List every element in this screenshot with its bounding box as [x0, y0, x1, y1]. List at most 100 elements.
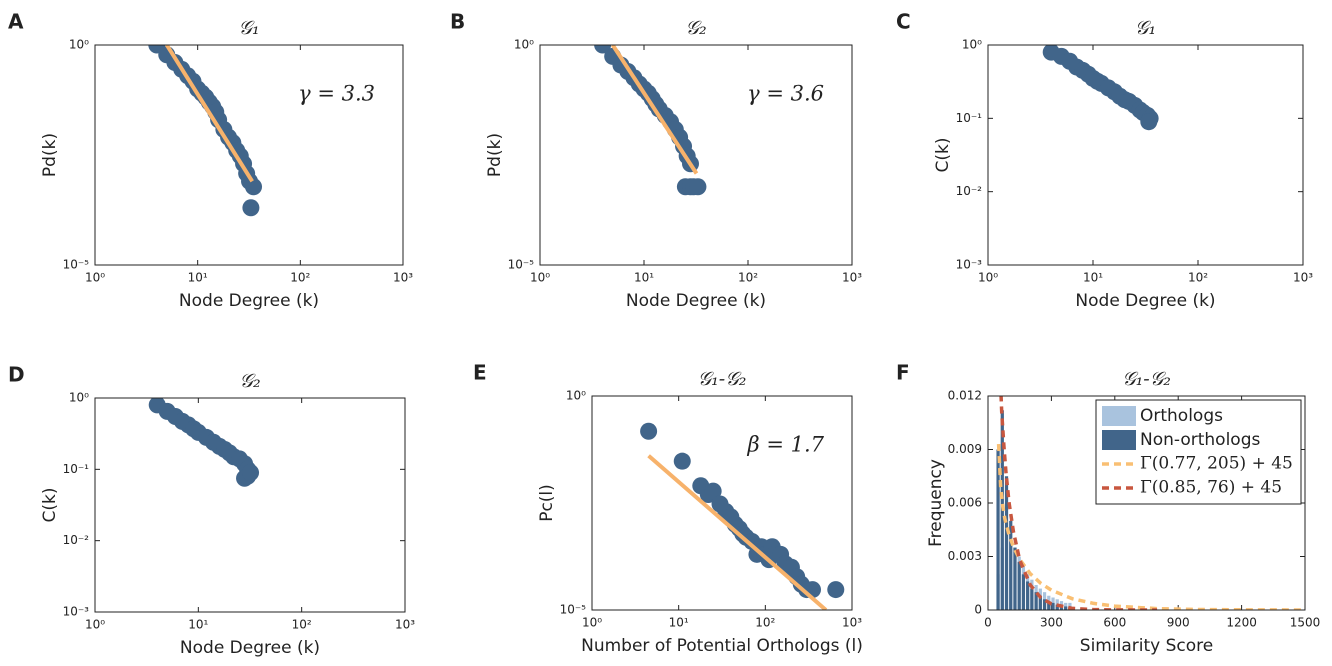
x-axis-label: Node Degree (k) [626, 291, 766, 311]
plot-content [640, 422, 845, 610]
data-point [242, 199, 260, 217]
y-tick-label: 10⁻¹ [63, 462, 90, 476]
fit-line [647, 454, 828, 610]
x-tick-label: 10² [292, 618, 312, 632]
histogram-bar [1004, 476, 1009, 610]
data-point [673, 452, 691, 470]
y-tick-label: 10⁻⁵ [560, 603, 587, 617]
y-tick-label: 10⁻⁵ [63, 258, 90, 272]
annotation: γ = 3.6 [747, 82, 824, 106]
histogram-bar [1017, 561, 1021, 610]
x-tick-label: 300 [1040, 616, 1063, 630]
y-tick-label: 10⁻³ [63, 605, 90, 619]
panel-label: B [450, 10, 465, 34]
fit-curve [999, 396, 1158, 610]
plot-area [95, 398, 405, 612]
plot-frame [591, 395, 853, 611]
y-tick-label: 0 [974, 603, 982, 617]
y-axis-label: Pc(l) [537, 484, 557, 522]
fit-line [165, 45, 254, 183]
x-axis-label: Node Degree (k) [1075, 291, 1215, 311]
y-tick-label: 0.009 [948, 442, 982, 456]
histogram-bar [1042, 599, 1047, 610]
histogram-bar [1013, 547, 1017, 610]
legend-label: Orthologs [1140, 406, 1223, 426]
y-tick-label: 0.012 [948, 389, 982, 403]
x-tick-label: 1200 [1226, 616, 1257, 630]
panel-label: C [896, 10, 911, 34]
plot-frame [987, 395, 1306, 611]
legend-swatch [1102, 406, 1136, 426]
x-tick-label: 10² [290, 271, 310, 285]
y-tick-label: 10⁻³ [956, 258, 983, 272]
histogram-bar [1064, 606, 1068, 610]
y-tick-label: 10⁻⁵ [508, 258, 535, 272]
y-tick-label: 10⁰ [566, 389, 586, 403]
x-tick-label: 10² [738, 271, 758, 285]
y-tick-label: 10⁰ [514, 38, 534, 52]
plot-content [148, 398, 260, 487]
y-tick-label: 0.003 [948, 549, 982, 563]
legend-swatch [1102, 430, 1136, 450]
x-tick-label: 10¹ [634, 271, 654, 285]
plot-area [540, 45, 852, 265]
data-point [242, 464, 260, 482]
x-tick-label: 10¹ [188, 271, 208, 285]
plot-frame [539, 44, 853, 266]
legend-label: Γ(0.85, 76) + 45 [1140, 478, 1282, 498]
x-tick-label: 10⁰ [530, 271, 550, 285]
x-tick-label: 0 [984, 616, 992, 630]
histogram-bar [1051, 602, 1055, 610]
plot-content [996, 396, 1305, 610]
histogram-bar [1026, 581, 1030, 610]
plot-frame [987, 44, 1304, 266]
x-tick-label: 10¹ [669, 616, 689, 630]
plot-frame [94, 397, 406, 613]
chart-title: 𝒢₁-𝒢₂ [1122, 368, 1171, 390]
panel-label: E [473, 361, 487, 385]
plot-area [95, 45, 403, 265]
data-point [640, 422, 658, 440]
x-axis-label: Similarity Score [1080, 636, 1213, 656]
fit-curve [996, 444, 1305, 610]
x-tick-label: 900 [1167, 616, 1190, 630]
histogram-bar [1021, 574, 1026, 610]
histogram-bar [1047, 601, 1051, 610]
data-point [689, 178, 707, 196]
panel-label: D [8, 363, 25, 387]
x-tick-label: 10⁰ [978, 271, 998, 285]
y-tick-label: 0.006 [948, 496, 982, 510]
panel-label: F [896, 361, 910, 385]
annotation: β = 1.7 [747, 433, 825, 457]
data-point [704, 482, 722, 500]
y-axis-label: C(k) [40, 488, 60, 523]
x-tick-label: 600 [1103, 616, 1126, 630]
chart-title: 𝒢₂ [685, 17, 706, 39]
histogram-bar [1009, 520, 1013, 610]
x-tick-label: 10² [1188, 271, 1208, 285]
y-tick-label: 10⁻¹ [956, 111, 983, 125]
x-tick-label: 10¹ [188, 618, 208, 632]
panel: E 𝒢₁-𝒢₂ Number of Potential Orthologs (l) P… [473, 361, 863, 657]
y-tick-label: 10⁻² [956, 184, 983, 198]
x-tick-label: 10³ [1293, 271, 1313, 285]
chart-title: 𝒢₁ [1135, 17, 1156, 39]
histogram-bar [1030, 588, 1034, 610]
x-tick-label: 10³ [393, 271, 413, 285]
x-axis-label: Number of Potential Orthologs (l) [581, 636, 863, 656]
x-tick-label: 1500 [1290, 616, 1321, 630]
y-axis-label: Pd(k) [40, 133, 60, 177]
histogram-bar [1034, 592, 1038, 610]
chart-title: 𝒢₁-𝒢₂ [698, 368, 747, 390]
data-point [1140, 113, 1158, 131]
plot-content [1042, 45, 1159, 131]
panel-label: A [8, 10, 24, 34]
x-axis-label: Node Degree (k) [180, 638, 320, 658]
histogram-bar [1055, 604, 1059, 610]
y-tick-label: 10⁰ [69, 391, 89, 405]
x-tick-label: 10³ [395, 618, 415, 632]
